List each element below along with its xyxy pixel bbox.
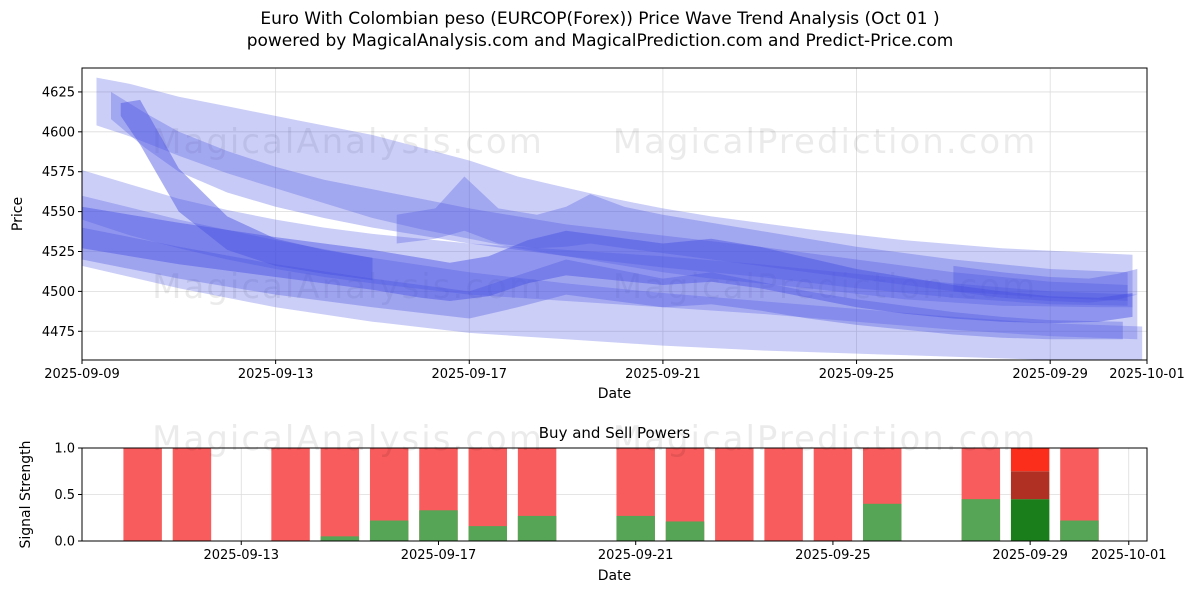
x-tick-label: 2025-09-25 xyxy=(795,548,871,563)
special-power-bar-segment xyxy=(1010,499,1050,541)
x-tick-label: 2025-09-29 xyxy=(992,548,1068,563)
price-wave-band xyxy=(82,227,1123,340)
x-tick-label: 2025-09-09 xyxy=(44,367,120,382)
x-tick-label: 2025-09-13 xyxy=(238,367,314,382)
x-tick-label: 2025-09-17 xyxy=(401,548,477,563)
x-tick-label: 2025-09-13 xyxy=(203,548,279,563)
sell-power-bar xyxy=(123,448,162,541)
y-tick-label: 4500 xyxy=(42,285,75,300)
buy-power-bar xyxy=(468,526,508,541)
price-wave-band xyxy=(396,176,1128,301)
price-wave-band xyxy=(82,195,1143,360)
watermark: MagicalPrediction.com xyxy=(613,267,1038,307)
sell-power-bar xyxy=(271,448,310,541)
watermark: MagicalPrediction.com xyxy=(613,419,1038,459)
power-bars xyxy=(123,448,1099,541)
buy-power-bar xyxy=(320,536,360,541)
chart-title: Euro With Colombian peso (EURCOP(Forex))… xyxy=(260,9,940,29)
buy-power-bar xyxy=(419,510,458,541)
buy-power-bar xyxy=(616,515,655,541)
y-tick-label: 4475 xyxy=(42,325,75,340)
sell-power-bar xyxy=(468,448,508,541)
price-wave-band xyxy=(96,77,1133,308)
power-chart-xlabel: Date xyxy=(598,568,631,584)
power-chart-axes: 2025-09-13 2025-09-17 2025-09-21 2025-09-25… xyxy=(18,424,1167,584)
power-chart-title: Buy and Sell Powers xyxy=(539,424,691,442)
chart-subtitle: powered by MagicalAnalysis.com and Magic… xyxy=(246,31,954,51)
x-tick-label: 2025-10-01 xyxy=(1091,548,1167,563)
sell-power-bar xyxy=(320,448,360,541)
sell-power-bar xyxy=(715,448,754,541)
price-wave-band xyxy=(953,265,1138,303)
buy-power-bar xyxy=(863,503,902,541)
y-tick-label: 4550 xyxy=(42,205,75,220)
y-tick-label: 0.0 xyxy=(54,535,75,550)
power-chart-ylabel: Signal Strength xyxy=(18,440,34,548)
y-tick-label: 4525 xyxy=(42,245,75,260)
buy-power-bar xyxy=(1060,520,1099,541)
watermark: MagicalPrediction.com xyxy=(613,122,1038,162)
watermark: MagicalAnalysis.com xyxy=(152,419,544,459)
buy-power-bar xyxy=(961,499,1001,541)
y-tick-label: 0.5 xyxy=(54,488,75,503)
x-tick-label: 2025-09-25 xyxy=(819,367,895,382)
price-wave-band xyxy=(120,99,373,281)
price-wave-bands xyxy=(82,77,1143,360)
watermark: MagicalAnalysis.com xyxy=(152,267,544,307)
price-chart-frame xyxy=(81,67,1148,361)
y-tick-label: 4625 xyxy=(42,85,75,100)
y-tick-label: 1.0 xyxy=(54,442,75,457)
x-tick-label: 2025-09-17 xyxy=(431,367,507,382)
sell-power-bar xyxy=(813,448,853,541)
special-power-bar-segment xyxy=(1010,471,1050,500)
x-tick-label: 2025-09-21 xyxy=(598,548,674,563)
price-wave-band xyxy=(82,170,1138,340)
y-tick-label: 4600 xyxy=(42,125,75,140)
power-chart-frame xyxy=(81,447,1148,542)
watermark: MagicalAnalysis.com xyxy=(152,122,544,162)
x-tick-label: 2025-10-01 xyxy=(1109,367,1185,382)
sell-power-bar xyxy=(764,448,803,541)
price-wave-band xyxy=(82,206,1133,324)
price-chart-watermarks: MagicalAnalysis.com MagicalPrediction.com… xyxy=(152,122,1038,307)
buy-power-bar xyxy=(517,515,557,541)
price-chart-axes: 2025-09-09 2025-09-13 2025-09-17 2025-09-21… xyxy=(10,85,1185,402)
price-chart-xlabel: Date xyxy=(598,386,631,402)
price-wave-band xyxy=(111,91,1128,306)
power-chart-watermarks: MagicalAnalysis.com MagicalPrediction.com xyxy=(152,419,1038,459)
sell-power-bar xyxy=(172,448,212,541)
x-tick-label: 2025-09-21 xyxy=(625,367,701,382)
y-tick-label: 4575 xyxy=(42,165,75,180)
buy-power-bar xyxy=(369,520,409,541)
x-tick-label: 2025-09-29 xyxy=(1012,367,1088,382)
price-chart-ylabel: Price xyxy=(10,197,26,231)
special-power-bar-segment xyxy=(1010,448,1050,472)
buy-power-bar xyxy=(665,521,705,541)
